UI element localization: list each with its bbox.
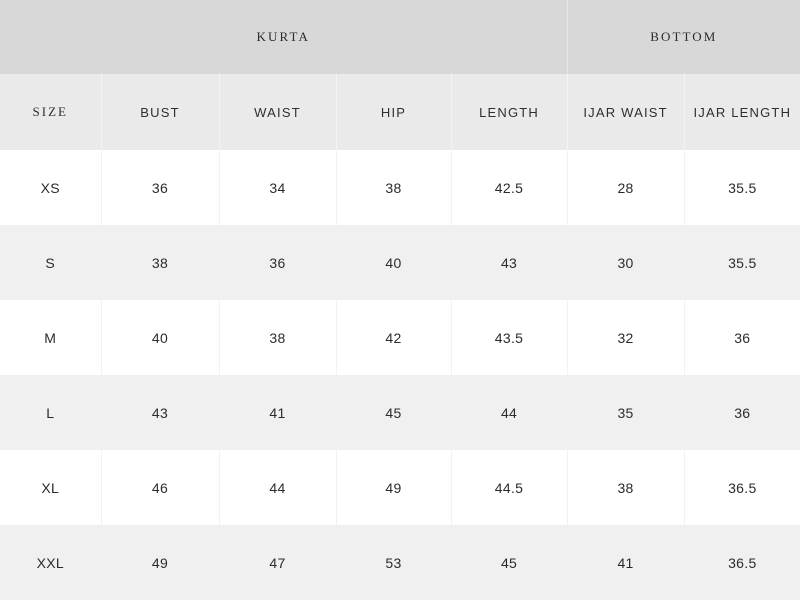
cell-hip: 40 xyxy=(336,225,452,300)
column-header-size: SIZE xyxy=(0,74,102,150)
cell-bust: 46 xyxy=(101,450,220,525)
cell-bust: 36 xyxy=(101,150,220,225)
cell-ijar-length: 35.5 xyxy=(684,150,800,225)
cell-length: 42.5 xyxy=(451,150,568,225)
column-header-ijar-length: IJAR LENGTH xyxy=(684,74,800,150)
group-header-row: KURTA BOTTOM xyxy=(0,0,800,74)
cell-ijar-length: 36 xyxy=(684,300,800,375)
cell-bust: 43 xyxy=(101,375,220,450)
cell-waist: 41 xyxy=(219,375,337,450)
cell-size: XXL xyxy=(0,525,102,600)
cell-hip: 53 xyxy=(336,525,452,600)
table-row: L 43 41 45 44 35 36 xyxy=(0,375,800,450)
column-header-hip: HIP xyxy=(336,74,452,150)
cell-ijar-waist: 41 xyxy=(567,525,685,600)
group-header-kurta: KURTA xyxy=(0,0,568,74)
column-header-length: LENGTH xyxy=(451,74,568,150)
group-header-bottom: BOTTOM xyxy=(567,0,800,74)
cell-size: XS xyxy=(0,150,102,225)
cell-waist: 36 xyxy=(219,225,337,300)
table-row: XS 36 34 38 42.5 28 35.5 xyxy=(0,150,800,225)
cell-bust: 40 xyxy=(101,300,220,375)
cell-bust: 49 xyxy=(101,525,220,600)
cell-waist: 38 xyxy=(219,300,337,375)
cell-length: 43 xyxy=(451,225,568,300)
cell-ijar-length: 35.5 xyxy=(684,225,800,300)
table-row: XXL 49 47 53 45 41 36.5 xyxy=(0,525,800,600)
cell-hip: 38 xyxy=(336,150,452,225)
cell-waist: 34 xyxy=(219,150,337,225)
cell-ijar-waist: 28 xyxy=(567,150,685,225)
column-header-bust: BUST xyxy=(101,74,220,150)
cell-waist: 44 xyxy=(219,450,337,525)
cell-length: 44.5 xyxy=(451,450,568,525)
cell-size: L xyxy=(0,375,102,450)
cell-length: 43.5 xyxy=(451,300,568,375)
column-header-waist: WAIST xyxy=(219,74,337,150)
cell-hip: 45 xyxy=(336,375,452,450)
cell-hip: 49 xyxy=(336,450,452,525)
cell-ijar-waist: 38 xyxy=(567,450,685,525)
table-row: M 40 38 42 43.5 32 36 xyxy=(0,300,800,375)
cell-size: S xyxy=(0,225,102,300)
column-header-ijar-waist: IJAR WAIST xyxy=(567,74,685,150)
cell-size: M xyxy=(0,300,102,375)
cell-ijar-waist: 30 xyxy=(567,225,685,300)
cell-ijar-waist: 35 xyxy=(567,375,685,450)
cell-bust: 38 xyxy=(101,225,220,300)
table-row: S 38 36 40 43 30 35.5 xyxy=(0,225,800,300)
cell-length: 45 xyxy=(451,525,568,600)
cell-size: XL xyxy=(0,450,102,525)
cell-length: 44 xyxy=(451,375,568,450)
cell-ijar-length: 36 xyxy=(684,375,800,450)
cell-waist: 47 xyxy=(219,525,337,600)
cell-ijar-length: 36.5 xyxy=(684,525,800,600)
column-header-row: SIZE BUST WAIST HIP LENGTH IJAR WAIST IJ… xyxy=(0,74,800,150)
cell-ijar-waist: 32 xyxy=(567,300,685,375)
cell-ijar-length: 36.5 xyxy=(684,450,800,525)
cell-hip: 42 xyxy=(336,300,452,375)
table-row: XL 46 44 49 44.5 38 36.5 xyxy=(0,450,800,525)
